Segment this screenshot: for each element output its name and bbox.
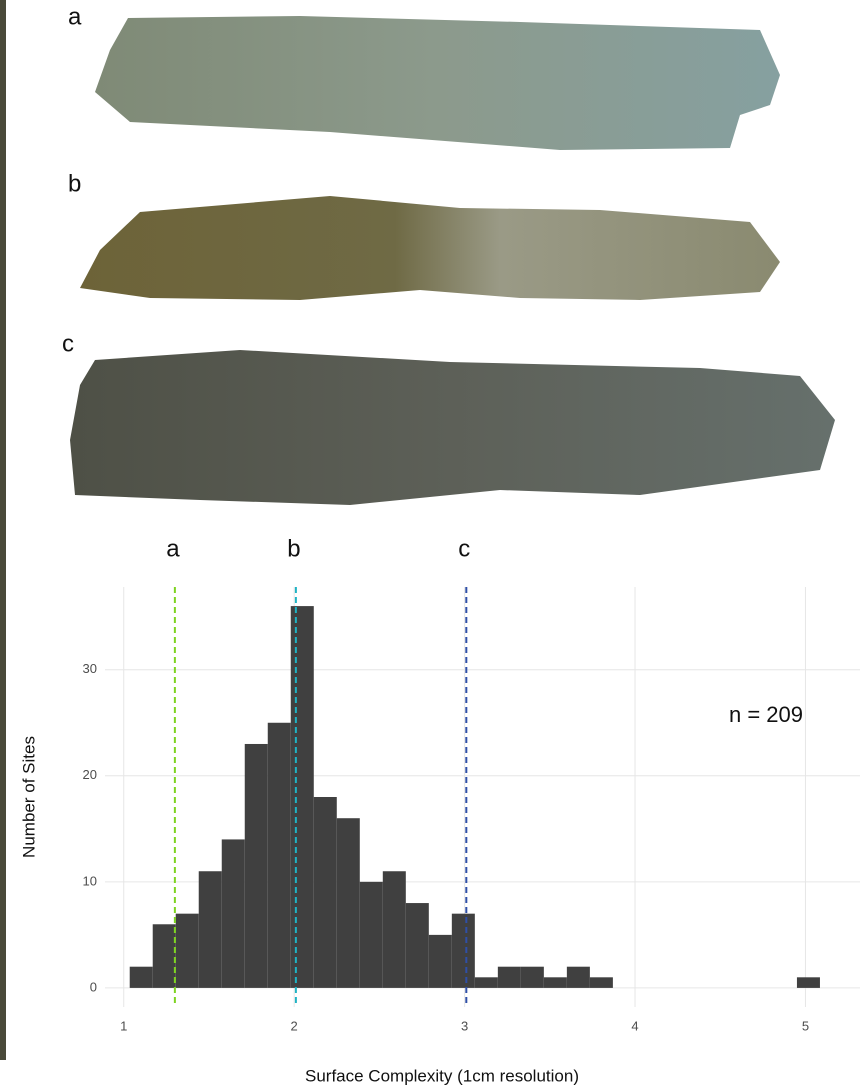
x-tick-label: 2 [291, 1018, 298, 1033]
bar [474, 977, 498, 988]
y-tick-label: 0 [90, 979, 97, 994]
bar [198, 871, 222, 988]
bar [267, 722, 291, 988]
bar [244, 743, 268, 988]
annotation: n = 209 [729, 702, 803, 727]
bar [336, 818, 360, 988]
photo-b [80, 196, 780, 300]
bar [543, 977, 567, 988]
panel-label: c [62, 330, 74, 357]
panel-label: b [68, 170, 81, 197]
bar [359, 881, 383, 988]
y-axis-title: Number of Sites [19, 736, 38, 858]
y-tick-label: 30 [83, 661, 97, 676]
photo-c [70, 350, 835, 505]
bar [152, 924, 176, 988]
reference-label: b [287, 535, 300, 562]
bar [566, 966, 590, 988]
bar [451, 913, 475, 988]
bar [221, 839, 245, 988]
bar [405, 903, 429, 988]
bar [175, 913, 199, 988]
bar [428, 934, 452, 988]
bar [796, 977, 820, 988]
bar [290, 606, 314, 988]
bar [313, 797, 337, 988]
x-axis-title: Surface Complexity (1cm resolution) [305, 1066, 579, 1085]
x-tick-label: 5 [802, 1018, 809, 1033]
reference-label: c [458, 535, 470, 562]
bar [589, 977, 613, 988]
x-tick-label: 4 [631, 1018, 638, 1033]
bar [382, 871, 406, 988]
reference-label: a [166, 535, 180, 562]
bar [129, 966, 153, 988]
panel-label: a [68, 3, 82, 30]
bar [520, 966, 544, 988]
x-tick-label: 1 [120, 1018, 127, 1033]
bar [497, 966, 521, 988]
edge-strip [0, 0, 6, 1060]
y-tick-label: 10 [83, 873, 97, 888]
x-tick-label: 3 [461, 1018, 468, 1033]
photo-a [95, 16, 780, 150]
y-tick-label: 20 [83, 767, 97, 782]
